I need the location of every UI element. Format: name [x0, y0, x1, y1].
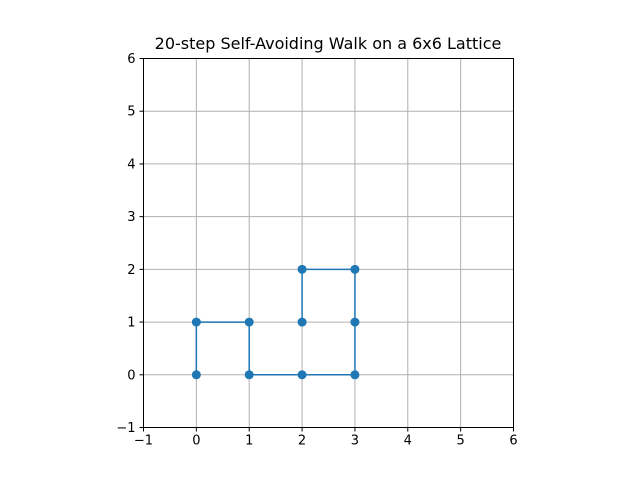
x-tick-label: 4	[404, 434, 412, 449]
series-walk	[191, 264, 360, 380]
y-tick-label: 1	[127, 316, 135, 331]
x-tick-label: 3	[351, 434, 359, 449]
walk-point	[297, 317, 307, 327]
walk-point	[297, 264, 307, 274]
walk-point	[191, 370, 201, 380]
y-tick-label: 4	[127, 157, 135, 172]
x-tick-label: 6	[509, 434, 517, 449]
y-tick-label: −1	[116, 421, 135, 436]
y-tick-label: 0	[127, 368, 135, 383]
walk-point	[350, 264, 360, 274]
y-tick-label: 3	[127, 210, 135, 225]
walk-point	[244, 317, 254, 327]
walk-point	[297, 370, 307, 380]
walk-point	[350, 317, 360, 327]
y-tick-label: 2	[127, 263, 135, 278]
x-tick-label: −1	[134, 434, 153, 449]
x-tick-label: 0	[192, 434, 200, 449]
chart-title: 20-step Self-Avoiding Walk on a 6x6 Latt…	[155, 34, 502, 53]
y-tick-label: 6	[127, 52, 135, 67]
x-tick-label: 1	[245, 434, 253, 449]
axes-frame	[143, 58, 514, 428]
walk-point	[350, 370, 360, 380]
y-tick-label: 5	[127, 105, 135, 120]
x-tick-label: 2	[298, 434, 306, 449]
axis-ticks: −1 0 1 2 3 4 5 6 −1 0 1 2 3 4 5 6	[116, 52, 517, 449]
walk-point	[191, 317, 201, 327]
walk-line	[195, 268, 356, 376]
x-tick-label: 5	[457, 434, 465, 449]
walk-point	[244, 370, 254, 380]
